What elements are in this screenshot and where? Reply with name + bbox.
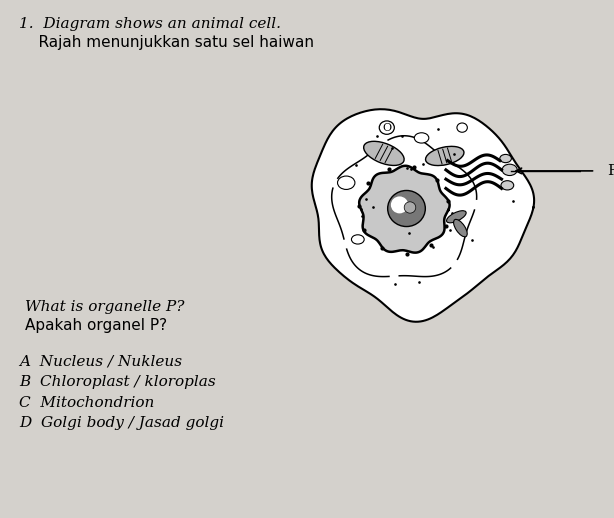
Ellipse shape bbox=[454, 219, 467, 237]
Text: D  Golgi body / Jasad golgi: D Golgi body / Jasad golgi bbox=[19, 416, 223, 430]
Circle shape bbox=[379, 121, 394, 134]
Ellipse shape bbox=[363, 141, 404, 165]
Text: C  Mitochondrion: C Mitochondrion bbox=[19, 396, 154, 410]
Ellipse shape bbox=[391, 196, 408, 213]
Ellipse shape bbox=[426, 147, 464, 166]
Text: What is organelle P?: What is organelle P? bbox=[25, 300, 184, 314]
Text: B  Chloroplast / kloroplas: B Chloroplast / kloroplas bbox=[19, 375, 216, 389]
Ellipse shape bbox=[500, 154, 511, 163]
Ellipse shape bbox=[414, 133, 429, 143]
Ellipse shape bbox=[501, 181, 514, 190]
Ellipse shape bbox=[404, 202, 416, 213]
Text: O: O bbox=[383, 123, 391, 133]
Text: Rajah menunjukkan satu sel haiwan: Rajah menunjukkan satu sel haiwan bbox=[19, 35, 314, 50]
Ellipse shape bbox=[351, 235, 364, 244]
Ellipse shape bbox=[387, 191, 426, 226]
Polygon shape bbox=[359, 166, 449, 253]
Ellipse shape bbox=[446, 211, 466, 223]
Ellipse shape bbox=[338, 176, 355, 190]
Text: P: P bbox=[607, 164, 614, 178]
Ellipse shape bbox=[502, 164, 517, 176]
Text: 1.  Diagram shows an animal cell.: 1. Diagram shows an animal cell. bbox=[19, 17, 281, 31]
Text: Apakah organel P?: Apakah organel P? bbox=[25, 318, 166, 333]
Circle shape bbox=[457, 123, 467, 132]
Text: A  Nucleus / Nukleus: A Nucleus / Nukleus bbox=[19, 354, 182, 368]
Polygon shape bbox=[312, 109, 534, 322]
